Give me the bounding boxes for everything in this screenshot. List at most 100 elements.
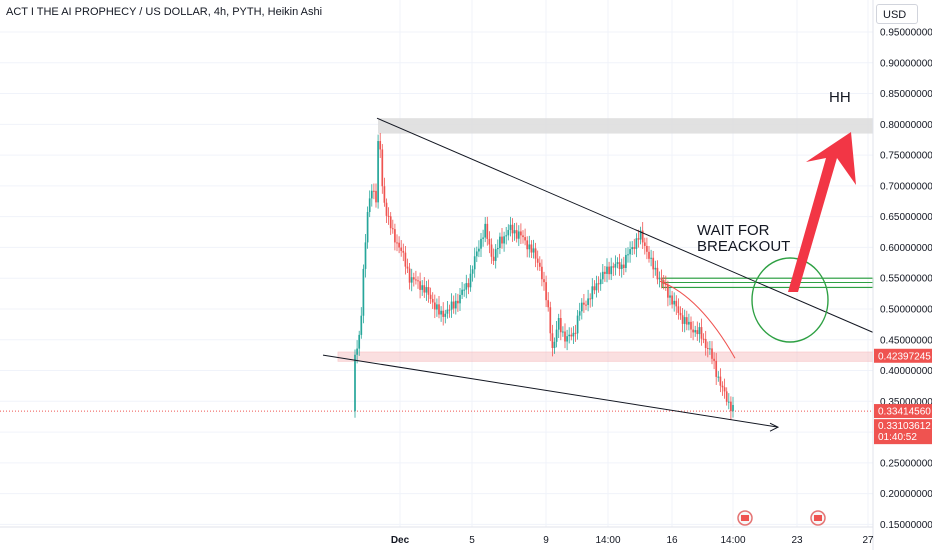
price-tick-label: 0.50000000 — [880, 304, 932, 315]
candle-body — [715, 360, 718, 377]
candle-body — [692, 329, 694, 333]
candle-body — [507, 229, 510, 236]
last-price-tag-bg — [874, 404, 932, 419]
price-tick-label: 0.70000000 — [880, 181, 932, 192]
candle-body — [671, 295, 673, 305]
candle-body — [713, 358, 715, 361]
candle-body — [587, 298, 589, 305]
price-tick-label: 0.90000000 — [880, 58, 932, 69]
candle-body — [702, 338, 705, 340]
candle-body — [396, 242, 398, 244]
candle-body — [635, 238, 638, 249]
candle-body — [520, 231, 522, 236]
currency-selector[interactable]: USD — [876, 4, 918, 24]
candle-body — [450, 301, 453, 310]
candle-body — [683, 317, 686, 324]
candle-body — [463, 289, 466, 291]
projection-curve — [659, 280, 736, 359]
candle-body — [452, 301, 455, 309]
candle-body — [568, 334, 571, 337]
candle-body — [360, 315, 363, 335]
candle-body — [509, 224, 512, 230]
candle-body — [517, 231, 520, 239]
time-tick-label: 16 — [666, 535, 678, 546]
price-tick-label: 0.35000000 — [880, 397, 932, 408]
candle-body — [730, 401, 732, 412]
candle-body — [501, 236, 503, 244]
candle-body — [436, 304, 438, 310]
candle-body — [551, 333, 554, 348]
candle-body — [725, 391, 728, 402]
candle-body — [574, 332, 577, 334]
candle-body — [681, 315, 684, 324]
candle-body — [511, 224, 514, 234]
last-price-tag: 0.33414560 — [878, 407, 931, 418]
time-tick-label: Dec — [391, 535, 410, 546]
candle-body — [530, 244, 533, 253]
candle-body — [444, 313, 447, 317]
candle-body — [700, 327, 703, 339]
candle-body — [595, 283, 598, 291]
candle-body — [490, 244, 493, 257]
candle-body — [641, 230, 644, 243]
candle-body — [467, 283, 470, 288]
price-tick-label: 0.20000000 — [880, 489, 932, 500]
candle-body — [704, 338, 707, 348]
price-tick-label: 0.55000000 — [880, 274, 932, 285]
candle-body — [721, 385, 724, 388]
candle-body — [608, 266, 610, 275]
candle-body — [404, 252, 407, 267]
candle-body — [660, 277, 663, 281]
price-tick-label: 0.65000000 — [880, 212, 932, 223]
candle-body — [583, 302, 585, 305]
candle-body — [478, 248, 480, 252]
candle-body — [431, 298, 434, 303]
candle-body — [578, 311, 581, 316]
candle-body — [696, 330, 699, 335]
price-tick-label: 0.75000000 — [880, 151, 932, 162]
candle-body — [677, 306, 680, 313]
candle-body — [368, 198, 371, 213]
candle-body — [727, 401, 730, 403]
candle-body — [675, 300, 678, 307]
candle-body — [421, 285, 424, 290]
candle-body — [639, 230, 642, 240]
candle-body — [459, 294, 461, 304]
candle-body — [633, 247, 636, 249]
candle-body — [711, 348, 713, 359]
candle-body — [475, 251, 478, 257]
candle-body — [425, 287, 428, 293]
candle-body — [648, 251, 650, 259]
candle-body — [685, 317, 688, 325]
candle-body — [448, 309, 451, 311]
candle-body — [415, 279, 417, 281]
candle-body — [522, 235, 524, 238]
candle-body — [486, 223, 489, 239]
candle-body — [698, 327, 701, 335]
candle-body — [381, 149, 384, 187]
candle-body — [532, 248, 535, 253]
candle-body — [383, 186, 386, 203]
candle-body — [496, 248, 499, 250]
time-tick-label: 27 — [862, 535, 874, 546]
candle-body — [391, 228, 394, 230]
candle-body — [625, 254, 627, 269]
candle-body — [440, 310, 442, 315]
support-zone — [337, 351, 874, 362]
price-tick-label: 0.25000000 — [880, 458, 932, 469]
candle-body — [690, 321, 692, 330]
price-axis: 0.95000000 0.90000000 0.85000000 0.80000000… — [872, 0, 932, 550]
candle-body — [580, 302, 583, 312]
price-tick-label: 0.95000000 — [880, 28, 932, 39]
zones — [0, 118, 874, 412]
candle-body — [673, 300, 676, 305]
candle-body — [652, 257, 655, 270]
candle-body — [606, 266, 608, 274]
countdown-tag: 01:40:52 — [878, 432, 917, 443]
close-price-tag: 0.33103612 — [878, 421, 931, 432]
candle-body — [534, 248, 537, 259]
candle-body — [709, 348, 711, 350]
candle-body — [557, 318, 560, 330]
candle-body — [427, 287, 430, 295]
